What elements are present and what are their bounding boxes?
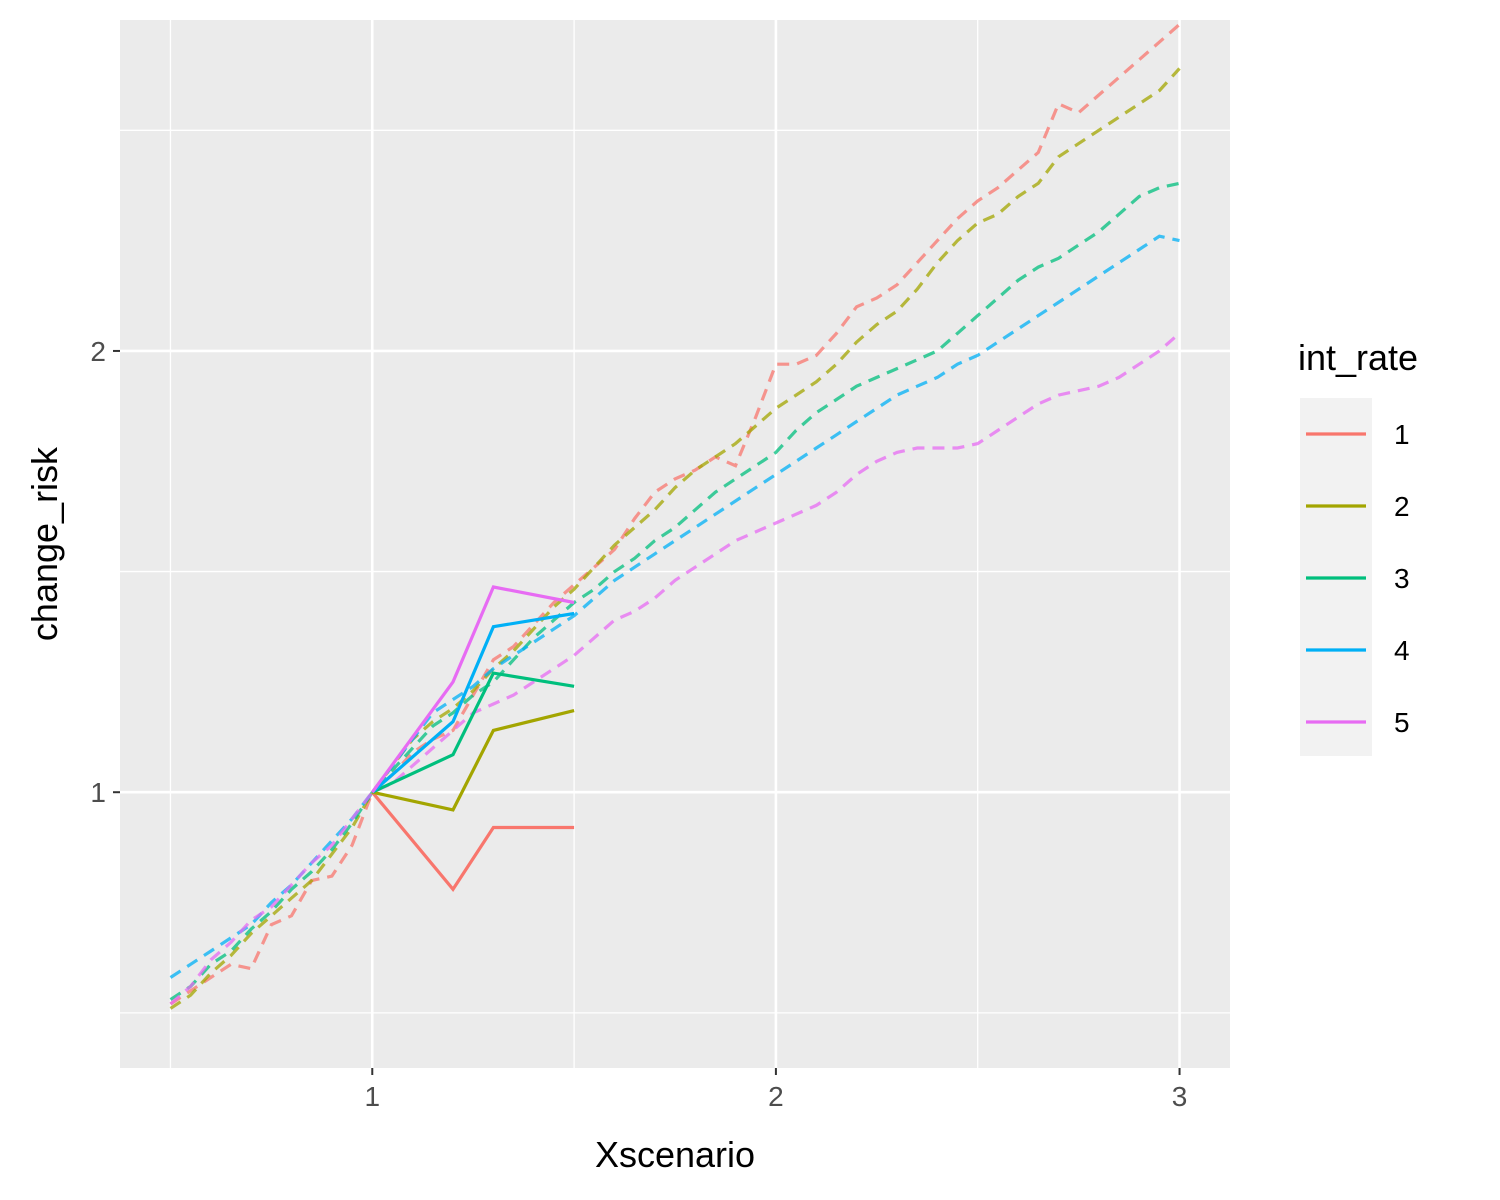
legend-title: int_rate (1298, 337, 1418, 378)
axis-ticks: 1 2 3 1 2 (90, 336, 1187, 1112)
legend-label-4: 4 (1394, 635, 1410, 666)
y-axis-title: change_risk (24, 446, 65, 641)
legend-label-3: 3 (1394, 563, 1410, 594)
x-tick-label: 2 (768, 1081, 784, 1112)
observed-line-2 (371, 709, 575, 812)
observed-line-1 (371, 791, 575, 892)
legend-label-5: 5 (1394, 707, 1410, 738)
grid-minor (120, 20, 1230, 1068)
observed-line-5 (371, 585, 575, 794)
legend-label-1: 1 (1394, 419, 1410, 450)
legend-entries: 1 2 3 4 5 (1306, 419, 1410, 738)
plot-panel (120, 20, 1230, 1068)
projected-line-5 (169, 332, 1181, 1006)
series-layer (169, 23, 1181, 1010)
projected-line-2 (169, 67, 1181, 1010)
projected-line-1 (169, 23, 1181, 1006)
x-tick-label: 3 (1172, 1081, 1188, 1112)
projected-line-4 (169, 234, 1180, 979)
observed-line-4 (371, 611, 575, 794)
y-tick-label: 1 (90, 777, 106, 808)
observed-line-3 (371, 671, 575, 794)
x-axis-title: Xscenario (595, 1134, 755, 1175)
legend: int_rate 1 2 3 4 5 (1298, 337, 1418, 756)
grid-major (120, 20, 1230, 1068)
legend-label-2: 2 (1394, 491, 1410, 522)
x-tick-label: 1 (364, 1081, 380, 1112)
y-tick-label: 2 (90, 336, 106, 367)
